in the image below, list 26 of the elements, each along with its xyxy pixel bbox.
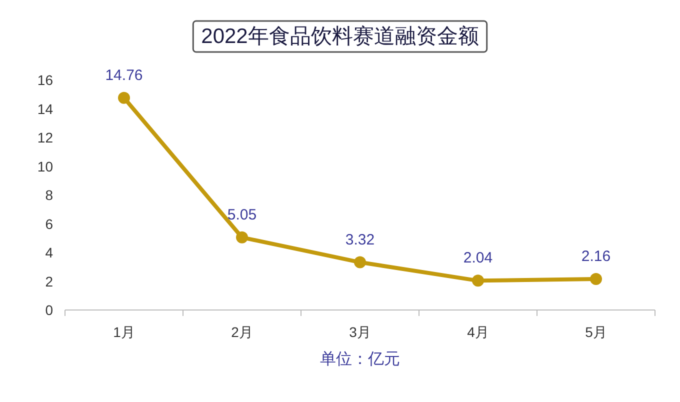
- data-label: 3.32: [345, 231, 375, 248]
- y-tick-label: 4: [45, 244, 54, 260]
- y-tick-label: 10: [37, 158, 54, 174]
- point: [472, 274, 484, 287]
- y-tick-label: 0: [45, 302, 54, 318]
- y-tick-label: 2: [45, 273, 54, 290]
- x-tick-label: 2月: [231, 324, 253, 340]
- x-tick-label: 5月: [585, 324, 607, 340]
- point: [590, 272, 602, 285]
- data-label: 2.16: [581, 248, 611, 265]
- y-tick-label: 12: [37, 130, 54, 146]
- y-tick-label: 8: [45, 187, 54, 203]
- data-label: 2.04: [463, 250, 493, 267]
- y-tick-label: 16: [37, 72, 54, 88]
- point: [354, 256, 366, 268]
- chart-title: 2022年食品饮料赛道融资金额: [201, 25, 479, 48]
- data-label: 14.76: [105, 66, 143, 84]
- point: [118, 92, 130, 104]
- point: [236, 231, 248, 244]
- x-tick-label: 1月: [113, 324, 135, 340]
- y-tick-label: 6: [45, 216, 54, 232]
- y-tick-label: 14: [37, 100, 54, 117]
- x-axis-title: 单位：亿元: [320, 350, 400, 368]
- x-tick-label: 4月: [467, 324, 489, 340]
- x-tick-label: 3月: [349, 324, 371, 340]
- data-label: 5.05: [227, 206, 257, 224]
